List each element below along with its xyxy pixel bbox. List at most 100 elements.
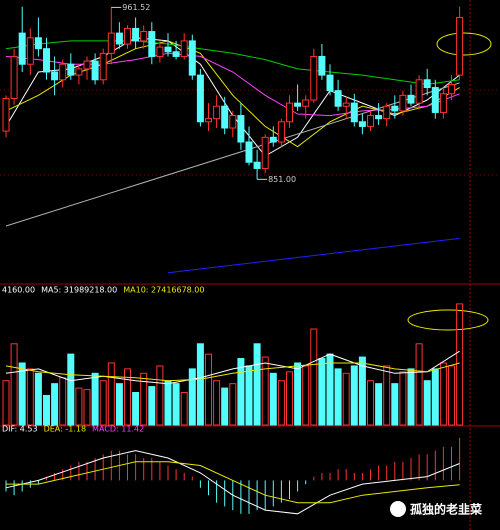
volume-bar <box>51 383 59 426</box>
volume-bar <box>334 368 342 426</box>
volume-bar <box>164 380 172 426</box>
volume-bar <box>172 383 180 426</box>
volume-bar <box>350 365 358 426</box>
candle-body <box>156 46 164 57</box>
volume-bar <box>367 380 374 426</box>
volume-bar <box>277 380 285 426</box>
candle-body <box>439 93 447 113</box>
panel-header: 4160.00 <box>2 286 35 295</box>
ma-line <box>6 461 460 504</box>
volume-bar <box>156 365 164 426</box>
panel-header: DEA: -1.18 <box>44 425 86 434</box>
candle-body <box>383 105 391 120</box>
candle-body <box>75 68 83 76</box>
ma-line <box>5 450 460 515</box>
candle-body <box>375 115 383 120</box>
volume-bar <box>132 392 140 426</box>
volume-bar <box>34 372 42 426</box>
candle-body <box>18 32 26 65</box>
candle-body <box>415 79 423 104</box>
volume-bar <box>269 372 277 426</box>
volume-bar <box>375 383 383 426</box>
candle-body <box>237 115 245 143</box>
candle-body <box>148 31 156 57</box>
candle-body <box>164 46 172 53</box>
candle-body <box>294 102 302 107</box>
candle-body <box>43 48 50 73</box>
volume-bar <box>124 368 131 426</box>
candle-body <box>358 121 366 127</box>
volume-bar <box>261 356 269 426</box>
volume-bar <box>391 383 399 426</box>
candle-body <box>213 105 221 120</box>
volume-bar <box>326 353 334 426</box>
volume-bar <box>407 368 415 426</box>
volume-bar <box>342 372 350 426</box>
volume-bar <box>302 365 310 426</box>
volume-bar <box>2 380 10 426</box>
candle-body <box>172 51 180 57</box>
candle-body <box>302 99 310 107</box>
volume-bar <box>10 343 18 426</box>
annotation-label: 851.00 <box>268 175 296 184</box>
ma-line <box>5 350 460 385</box>
highlight-ellipse <box>436 32 492 56</box>
panel-header: MA5: 31989218.00 <box>41 286 117 295</box>
candle-body <box>277 121 285 143</box>
volume-bar <box>213 380 221 426</box>
candle-body <box>423 79 431 89</box>
volume-bar <box>310 328 318 426</box>
volume-bar <box>448 365 455 426</box>
volume-bar <box>431 368 439 426</box>
volume-bar <box>91 372 99 426</box>
volume-bar <box>43 394 50 426</box>
candle-body <box>99 52 107 81</box>
candle-body <box>140 31 148 42</box>
candle-body <box>107 32 115 54</box>
candle-body <box>456 17 464 76</box>
candle-body <box>67 63 75 76</box>
volume-bar <box>237 358 245 426</box>
candle-body <box>91 60 99 81</box>
candle-body <box>124 27 131 45</box>
candle-body <box>318 55 326 76</box>
volume-bar <box>221 387 229 426</box>
candle-body <box>132 27 140 42</box>
candle-body <box>342 102 350 107</box>
volume-bar <box>245 365 253 426</box>
volume-bar <box>75 387 83 426</box>
candle-body <box>180 40 188 57</box>
candle-body <box>326 74 334 92</box>
volume-bar <box>115 383 123 426</box>
volume-bar <box>148 386 156 426</box>
candle-body <box>253 161 261 169</box>
candle-body <box>2 97 10 132</box>
volume-bar <box>205 353 212 426</box>
candle-body <box>261 136 269 169</box>
candle-body <box>431 87 439 113</box>
volume-bar <box>318 358 326 426</box>
volume-bar <box>456 303 464 426</box>
ma-line <box>5 362 460 382</box>
volume-bar <box>83 389 91 426</box>
volume-bar <box>107 362 115 426</box>
candle-body <box>51 71 59 81</box>
candle-body <box>286 102 293 123</box>
panel-header: DIF: 4.53 <box>2 425 38 434</box>
volume-bar <box>439 362 447 426</box>
candle-body <box>188 40 196 76</box>
ma-line <box>5 40 460 85</box>
volume-bar <box>67 353 75 426</box>
candle-body <box>269 136 277 143</box>
candle-body <box>83 60 91 70</box>
candle-body <box>245 141 253 163</box>
volume-bar <box>383 365 391 426</box>
volume-bar <box>180 392 188 426</box>
annotation-label: 961.52 <box>122 3 150 12</box>
volume-bar <box>286 371 293 426</box>
candle-body <box>350 102 358 123</box>
volume-bar <box>415 343 423 426</box>
volume-bar <box>196 343 204 426</box>
candle-body <box>334 90 342 107</box>
